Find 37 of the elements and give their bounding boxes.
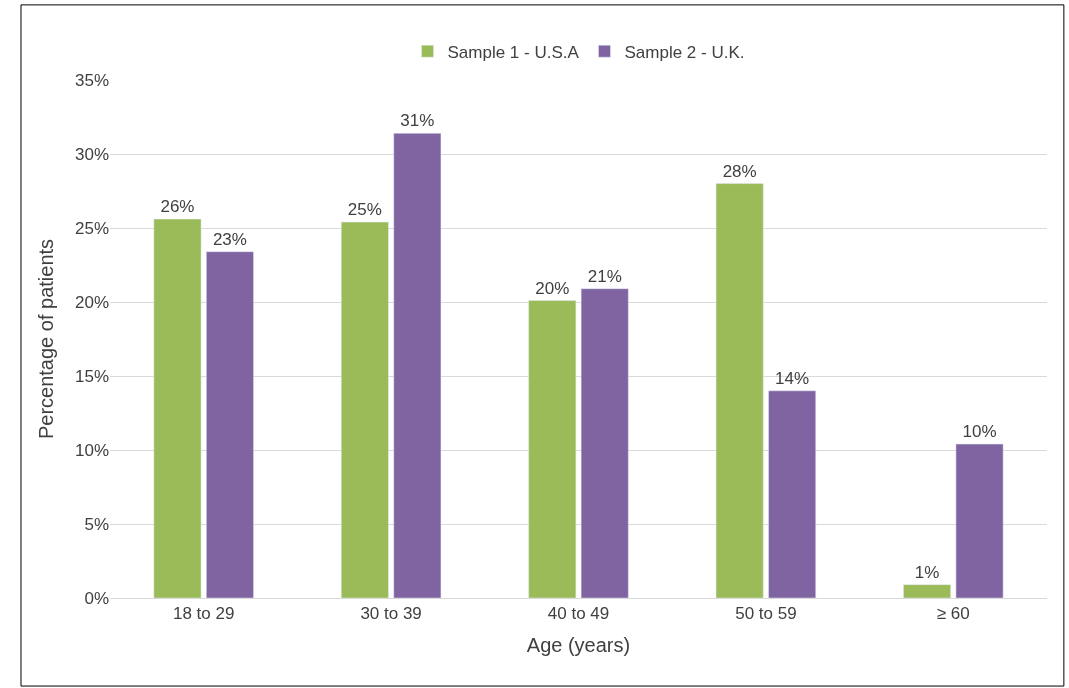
data-label: 25%	[347, 200, 382, 220]
x-tick-label: 40 to 49	[547, 604, 610, 624]
x-tick-label: 50 to 59	[735, 604, 797, 624]
y-tick-label: 30%	[74, 144, 109, 164]
data-label: 23%	[212, 229, 247, 249]
legend-label: Sample 2 - U.K.	[624, 42, 745, 62]
data-label: 21%	[587, 266, 622, 286]
data-label: 14%	[775, 368, 810, 388]
data-label: 28%	[722, 161, 757, 181]
data-label: 31%	[400, 111, 435, 131]
bar	[768, 390, 816, 598]
bar	[955, 443, 1004, 598]
data-label: 10%	[962, 422, 997, 442]
y-tick-label: 0%	[84, 588, 109, 608]
data-label: 26%	[160, 197, 195, 217]
bar	[393, 133, 442, 598]
x-tick-label: ≥ 60	[936, 604, 970, 624]
x-tick-label: 30 to 39	[360, 604, 422, 624]
x-tick-label: 18 to 29	[172, 604, 235, 624]
bar	[715, 183, 764, 598]
y-tick-label: 20%	[74, 292, 109, 312]
y-tick-label: 15%	[74, 366, 109, 386]
legend-label: Sample 1 - U.S.A	[447, 42, 580, 62]
data-label: 20%	[535, 278, 570, 298]
y-tick-label: 10%	[74, 440, 109, 460]
y-tick-label: 25%	[74, 218, 109, 238]
y-tick-label: 5%	[84, 514, 109, 534]
bar	[580, 288, 629, 598]
data-label: 1%	[914, 562, 940, 582]
x-axis-title: Age (years)	[526, 633, 631, 656]
bar	[153, 218, 202, 598]
bar	[206, 251, 254, 598]
y-tick-label: 35%	[74, 70, 109, 90]
bar	[528, 300, 577, 598]
bar	[341, 221, 389, 598]
y-axis-title: Percentage of patients	[35, 238, 58, 440]
bar	[903, 584, 951, 598]
